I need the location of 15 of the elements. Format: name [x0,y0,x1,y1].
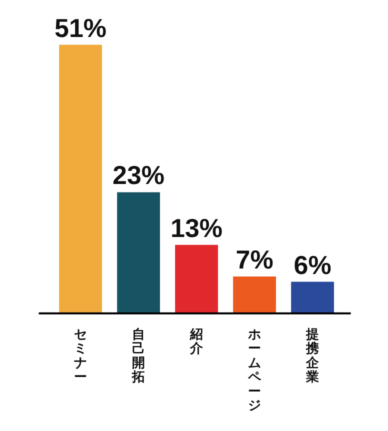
data-label: 23% [112,160,165,190]
data-label: 51% [54,12,107,43]
bar [59,44,102,314]
bar [175,244,218,314]
data-label: 7% [236,244,274,274]
data-label: 6% [294,250,332,280]
x-tick-label: 提携企業 [305,327,320,386]
x-tick-label: 紹介 [189,327,204,357]
x-tick-label: セミナー [74,327,88,386]
bar [291,282,334,314]
x-tick-label: ホームページ [247,327,262,414]
bar [117,192,160,314]
data-label: 13% [170,212,223,243]
bar [233,276,276,314]
x-tick-label: 自己開拓 [131,327,146,386]
